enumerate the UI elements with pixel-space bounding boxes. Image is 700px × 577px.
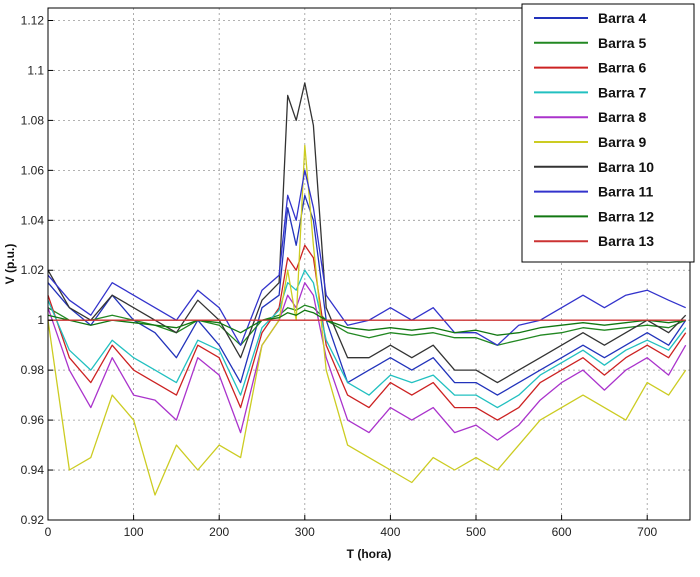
x-tick-label: 300 xyxy=(295,525,315,539)
legend-box xyxy=(521,3,695,263)
legend-label: Barra 6 xyxy=(598,60,646,76)
x-tick-label: 500 xyxy=(466,525,486,539)
legend-label: Barra 7 xyxy=(598,84,646,100)
y-axis-label: V (p.u.) xyxy=(3,244,17,285)
series-line-barra-9 xyxy=(47,144,687,496)
x-tick-label: 700 xyxy=(637,525,657,539)
axis-ticks: 0 100 200 300 400 500 600 700 0.92 0.94 0.96 0.98 1 1… xyxy=(21,13,658,539)
x-axis-label: T (hora) xyxy=(347,547,392,561)
series-line-barra-12 xyxy=(47,309,686,336)
y-tick-label: 1 xyxy=(37,313,44,327)
series-line-barra-8 xyxy=(47,282,687,441)
y-tick-label: 1.04 xyxy=(21,213,45,227)
x-tick-label: 200 xyxy=(209,525,229,539)
y-tick-label: 0.96 xyxy=(21,413,45,427)
legend: Barra 4 Barra 5 Barra 6 Barra 7 Barra 8 Barra… xyxy=(521,3,695,263)
x-tick-label: 600 xyxy=(552,525,572,539)
series-line-barra-6 xyxy=(47,244,687,421)
legend-label: Barra 8 xyxy=(598,109,646,125)
legend-label: Barra 10 xyxy=(598,159,654,175)
y-tick-label: 0.98 xyxy=(21,363,45,377)
legend-label: Barra 11 xyxy=(598,184,653,200)
y-tick-label: 0.94 xyxy=(21,463,45,477)
y-tick-label: 1.1 xyxy=(27,63,44,77)
plot-frame xyxy=(47,7,691,521)
y-tick-label: 1.08 xyxy=(21,113,45,127)
y-tick-label: 1.06 xyxy=(21,163,45,177)
y-tick-label: 1.12 xyxy=(21,13,45,27)
x-tick-label: 400 xyxy=(380,525,400,539)
series-line-barra-7 xyxy=(47,269,687,409)
x-tick-label: 0 xyxy=(45,525,52,539)
series-line-barra-11 xyxy=(47,169,686,346)
series-line-barra-4 xyxy=(47,194,687,396)
legend-label: Barra 5 xyxy=(598,35,646,51)
legend-label: Barra 4 xyxy=(598,10,646,26)
y-tick-label: 0.92 xyxy=(21,513,45,527)
series-line-barra-5 xyxy=(47,304,686,346)
x-tick-label: 100 xyxy=(124,525,144,539)
legend-label: Barra 13 xyxy=(598,233,654,249)
series-lines xyxy=(47,82,687,496)
y-tick-label: 1.02 xyxy=(21,263,45,277)
legend-label: Barra 9 xyxy=(598,134,646,150)
legend-label: Barra 12 xyxy=(598,208,654,224)
